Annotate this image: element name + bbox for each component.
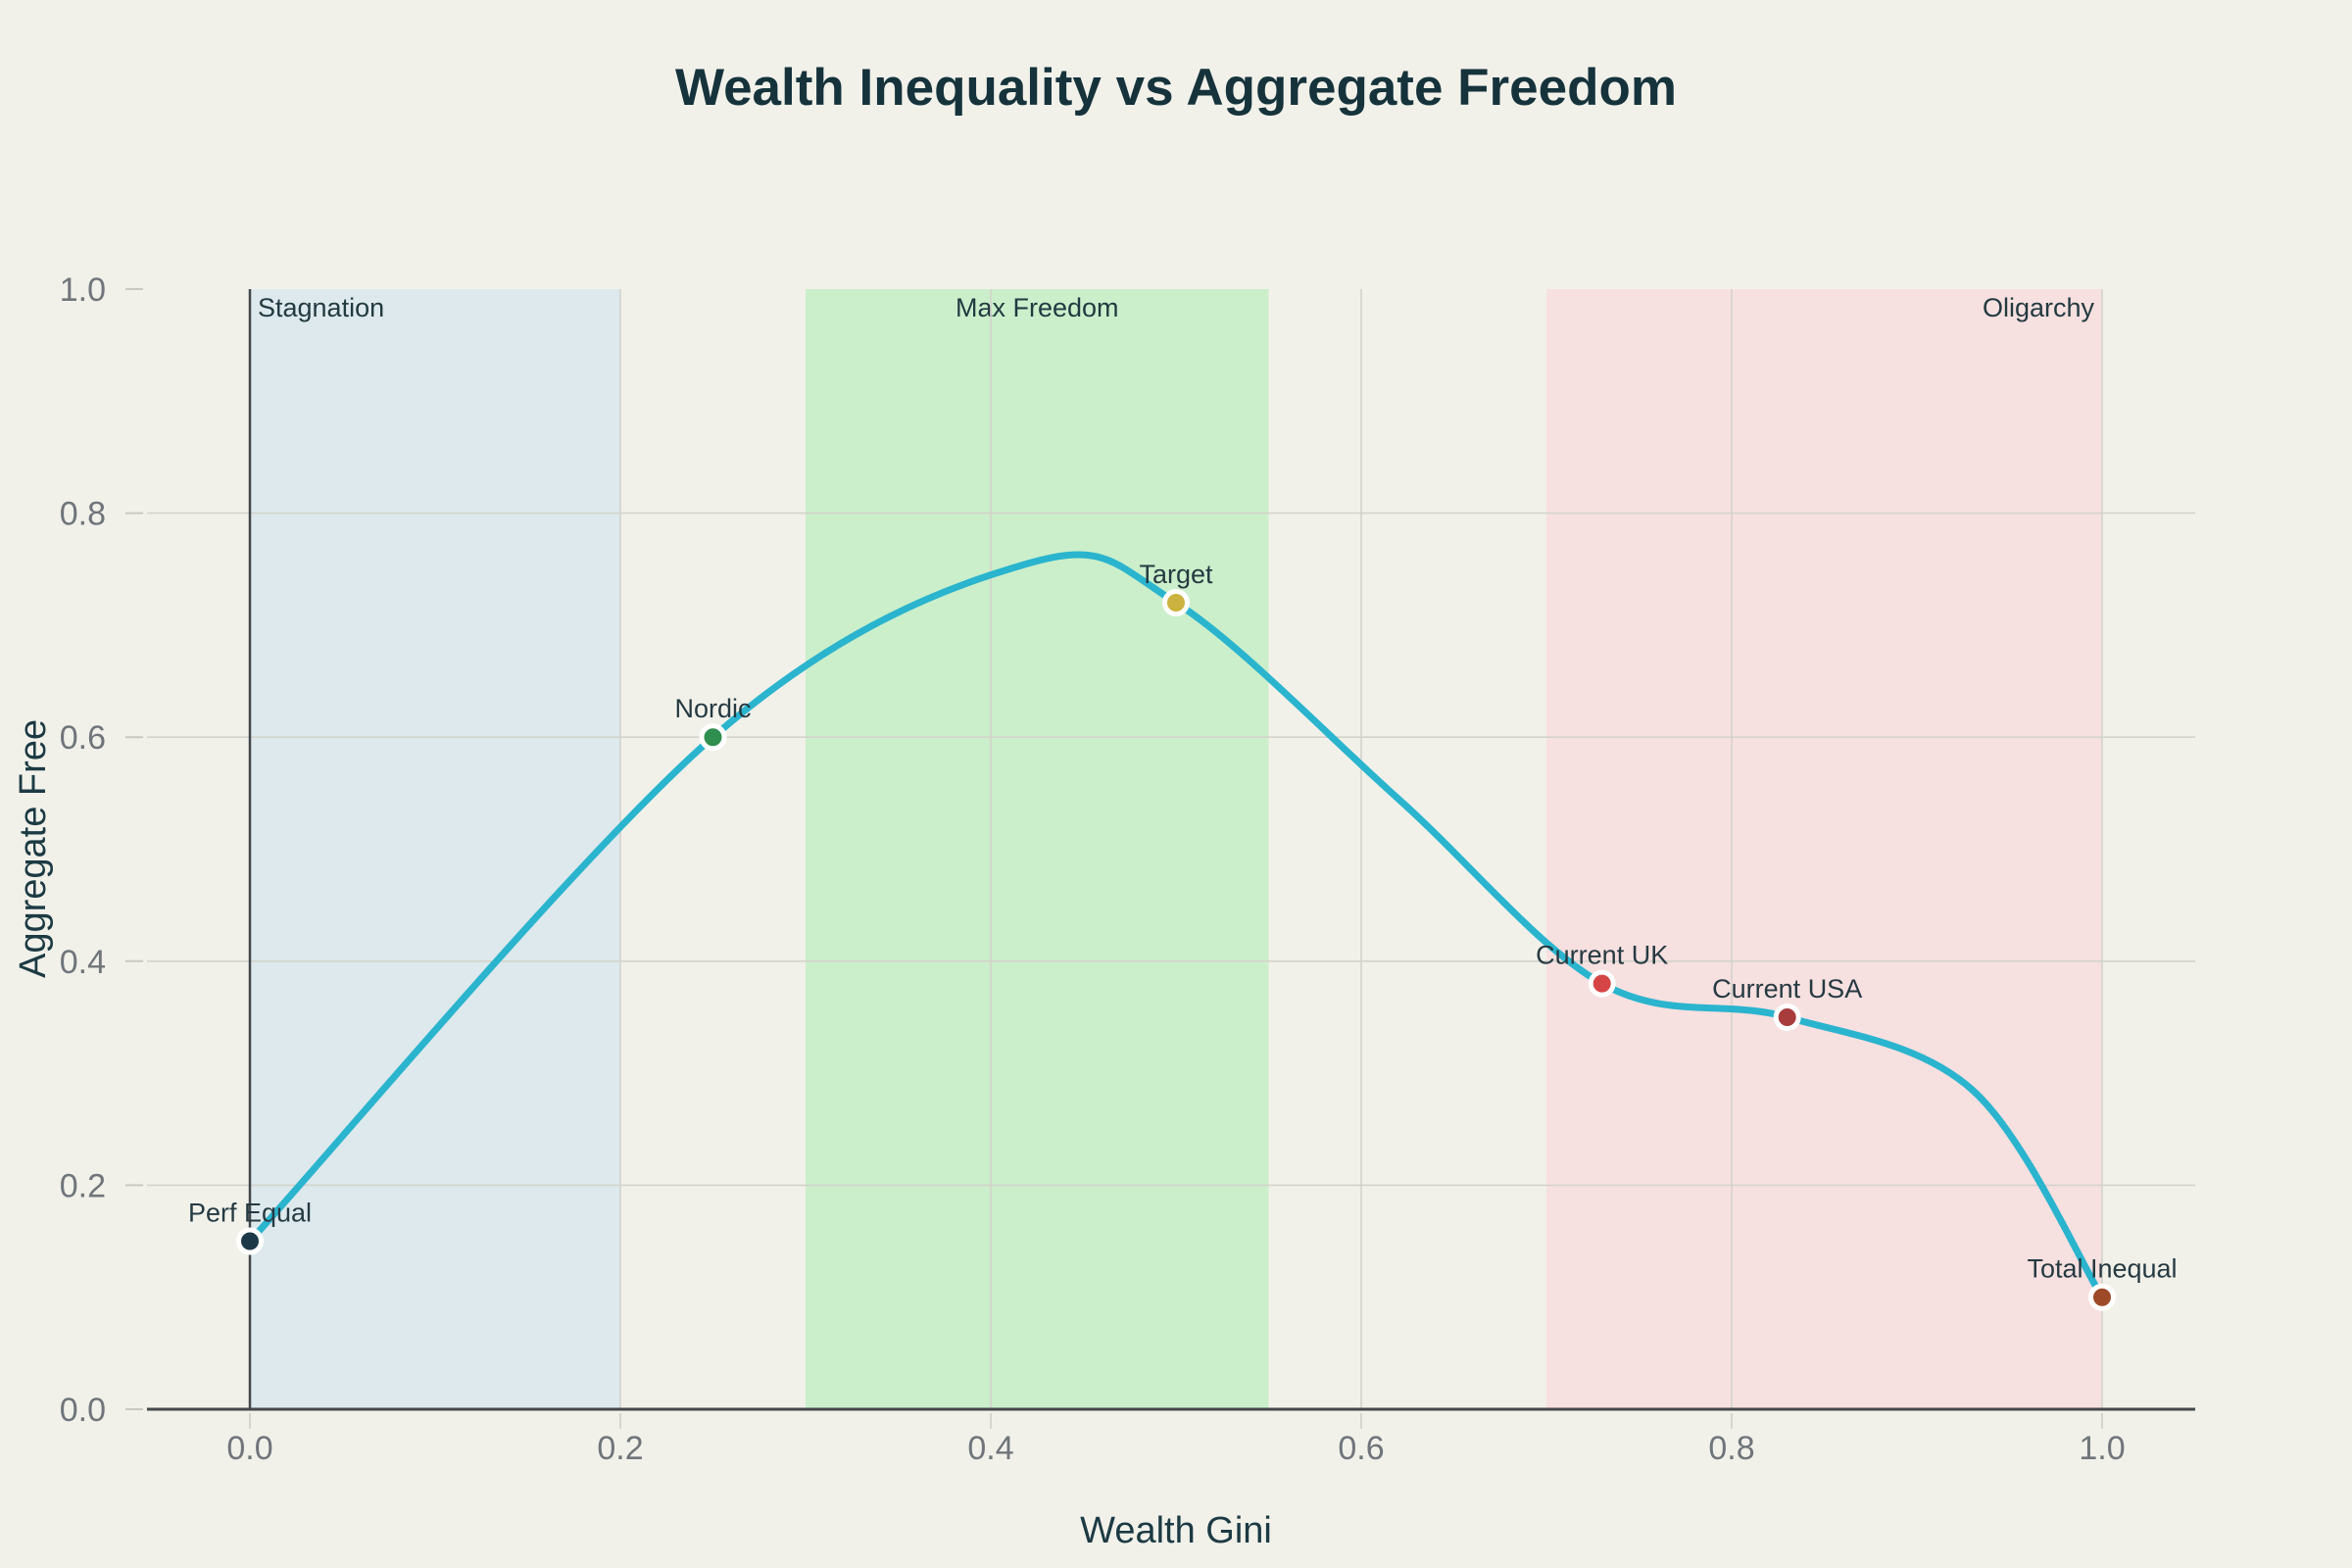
region-layer: Stagnation Max Freedom Oligarchy — [250, 289, 2102, 1409]
point-label-target: Target — [1139, 560, 1213, 589]
point-label-current-uk: Current UK — [1536, 941, 1668, 970]
y-tick-label: 0.6 — [60, 719, 106, 757]
grid-layer — [147, 289, 2195, 1409]
point-marker-target — [1162, 589, 1190, 617]
axes-layer: 0.0 0.2 0.4 0.6 0.8 1.0 0.0 0.2 0.4 0.6 0.8 1.0 — [60, 271, 2195, 1467]
region-stagnation — [250, 289, 620, 1409]
point-marker-total-inequal — [2088, 1283, 2116, 1311]
y-axis-title: Aggregate Free — [13, 719, 54, 978]
y-tick-label: 0.8 — [60, 496, 106, 533]
y-tick-label: 0.4 — [60, 944, 106, 981]
x-tick-label: 1.0 — [2079, 1430, 2125, 1467]
point-label-nordic: Nordic — [674, 694, 751, 723]
y-tick-label: 0.2 — [60, 1167, 106, 1204]
region-label-stagnation: Stagnation — [258, 293, 384, 322]
point-marker-nordic — [699, 723, 727, 752]
x-tick-label: 0.2 — [597, 1430, 643, 1467]
x-tick-label: 0.0 — [226, 1430, 272, 1467]
region-label-max-freedom: Max Freedom — [956, 293, 1119, 322]
point-marker-current-usa — [1773, 1003, 1801, 1031]
region-max-freedom — [806, 289, 1269, 1409]
curve-layer — [246, 551, 2106, 1301]
y-tick-label: 0.0 — [60, 1392, 106, 1429]
freedom-curve — [246, 551, 2106, 1301]
x-axis-title: Wealth Gini — [1080, 1510, 1272, 1551]
point-marker-current-uk — [1588, 969, 1616, 998]
point-label-total-inequal: Total Inequal — [2027, 1254, 2177, 1284]
x-tick-label: 0.4 — [967, 1430, 1013, 1467]
y-tick-label: 1.0 — [60, 271, 106, 309]
region-label-oligarchy: Oligarchy — [1983, 293, 2095, 322]
point-label-current-usa: Current USA — [1712, 974, 1862, 1004]
point-marker-perf-equal — [236, 1227, 264, 1255]
region-oligarchy — [1546, 289, 2102, 1409]
x-tick-label: 0.8 — [1708, 1430, 1754, 1467]
titles-layer: Wealth Inequality vs Aggregate Freedom W… — [13, 59, 1677, 1551]
points-layer: Perf Equal Nordic Target Current UK Current … — [188, 560, 2178, 1311]
chart-title: Wealth Inequality vs Aggregate Freedom — [675, 59, 1677, 117]
point-label-perf-equal: Perf Equal — [188, 1199, 312, 1228]
x-tick-label: 0.6 — [1338, 1430, 1384, 1467]
